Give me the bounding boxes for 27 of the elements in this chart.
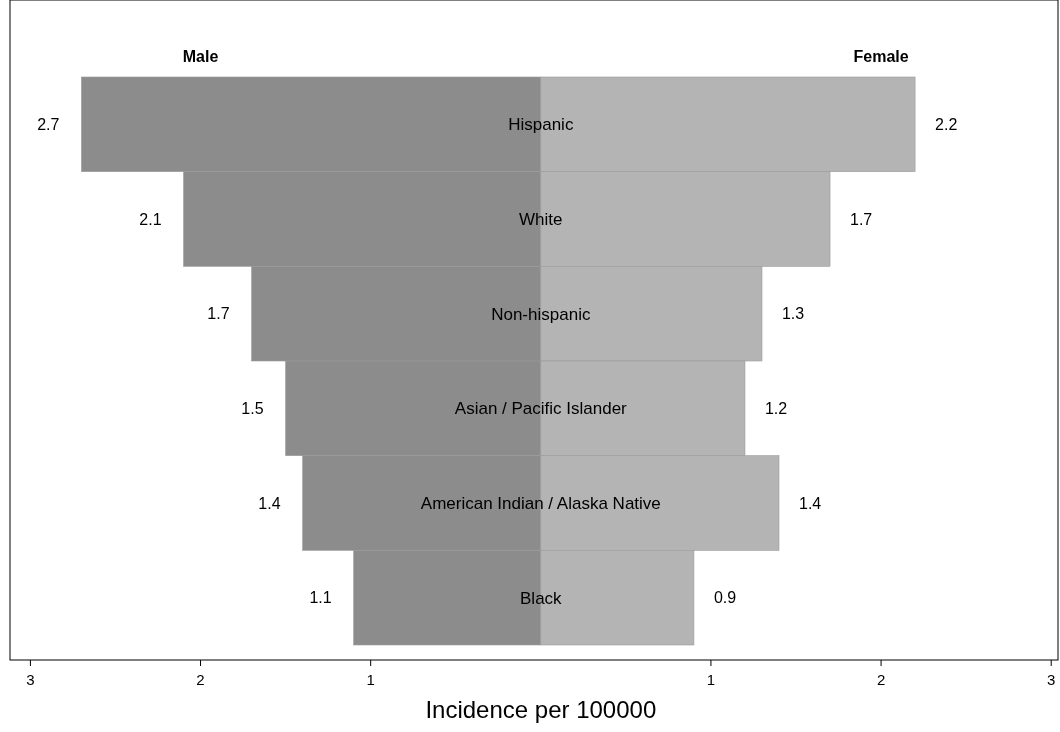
data-label: 2.7 — [37, 115, 60, 133]
x-tick-label: 3 — [26, 671, 35, 689]
data-label: 1.4 — [258, 494, 281, 512]
series-label: Female — [853, 48, 909, 65]
data-label: 1.7 — [850, 210, 873, 228]
x-tick-label: 2 — [876, 671, 886, 689]
y-tick-label: Black — [520, 588, 563, 608]
x-tick-label: 3 — [1047, 671, 1056, 689]
x-axis-title: Incidence per 100000 — [425, 696, 657, 723]
data-label: 2.1 — [139, 210, 162, 228]
x-tick-label: 2 — [196, 671, 205, 689]
data-label: 1.5 — [241, 399, 264, 417]
y-tick-label: Non-hispanic — [491, 304, 591, 324]
y-tick-label: Hispanic — [508, 115, 574, 135]
y-tick-label: White — [519, 209, 563, 229]
data-label: 1.3 — [781, 305, 805, 323]
x-tick-label: 1 — [706, 671, 716, 689]
data-label: 2.2 — [935, 115, 958, 133]
series-label: Male — [182, 48, 219, 65]
y-tick-label: Asian / Pacific Islander — [454, 399, 628, 419]
data-label: 1.4 — [798, 494, 822, 512]
x-tick-label: 1 — [366, 671, 375, 689]
data-label: 1.1 — [309, 589, 332, 607]
data-label: 1.2 — [764, 399, 788, 417]
data-label: 1.7 — [207, 305, 230, 323]
data-label: 0.9 — [713, 589, 737, 607]
y-tick-label: American Indian / Alaska Native — [420, 493, 661, 513]
